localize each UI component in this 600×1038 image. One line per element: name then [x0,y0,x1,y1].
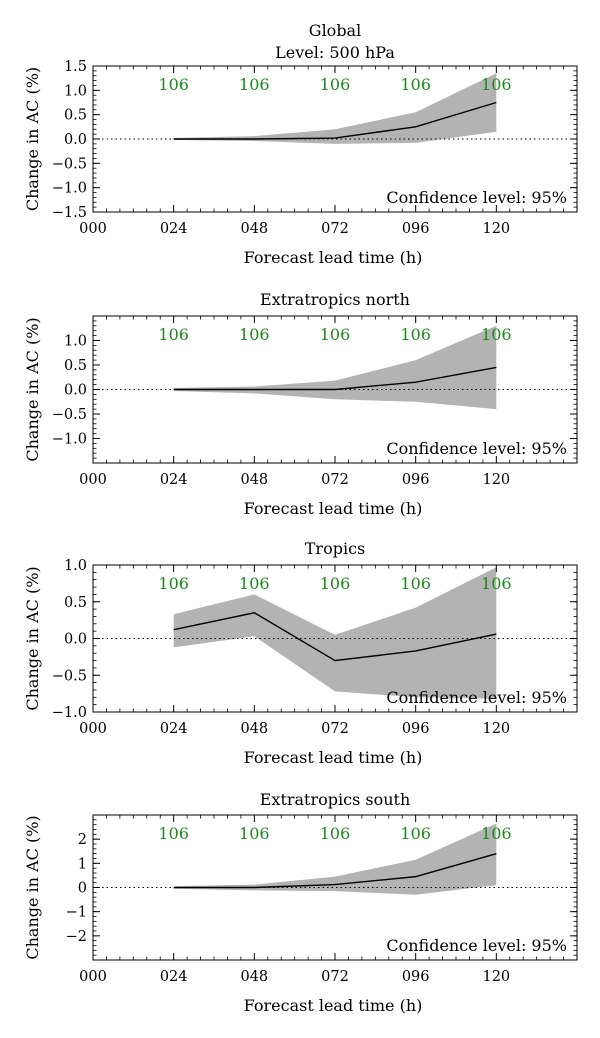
y-tick-label: −0.5 [52,407,87,423]
sample-count-label: 106 [481,75,512,94]
y-tick-label: −0.5 [52,156,87,172]
y-tick-label: 1.5 [64,59,87,75]
x-tick-label: 096 [402,969,430,985]
chart-title: Extratropics south [260,790,411,809]
x-tick-label: 072 [321,721,349,737]
y-tick-label: 2 [78,832,87,848]
x-tick-label: 072 [321,472,349,488]
y-tick-label: −1.0 [52,705,87,721]
sample-count-label: 106 [481,824,512,843]
sample-count-label: 106 [400,325,431,344]
sample-count-label: 106 [158,325,189,344]
x-tick-label: 096 [402,721,430,737]
chart-title: Extratropics north [260,290,410,309]
x-axis-label: Forecast lead time (h) [244,996,423,1015]
y-tick-label: −1.0 [52,432,87,448]
sample-count-label: 106 [481,325,512,344]
confidence-band [173,325,497,410]
chart-title: Global [309,21,361,40]
x-tick-label: 048 [240,221,268,237]
x-tick-label: 120 [482,221,510,237]
confidence-level-label: Confidence level: 95% [386,688,567,707]
sample-count-label: 106 [320,574,351,593]
sample-count-label: 106 [239,75,270,94]
sample-count-label: 106 [400,574,431,593]
x-tick-label: 120 [482,472,510,488]
sample-count-label: 106 [400,75,431,94]
sample-count-label: 106 [320,325,351,344]
y-tick-label: 0 [78,881,87,897]
y-axis-label: Change in AC (%) [23,815,42,959]
sample-count-label: 106 [239,325,270,344]
y-axis-label: Change in AC (%) [23,67,42,211]
x-tick-label: 048 [240,472,268,488]
y-tick-label: −2 [66,929,87,945]
sample-count-label: 106 [320,824,351,843]
chart-panel-1: Global Level: 500 hPa 000 024 048 072 096 120 −1… [23,21,578,267]
x-tick-label: 000 [79,721,107,737]
y-tick-label: 0.0 [64,383,87,399]
chart-title: Tropics [305,539,365,558]
sample-count-label: 106 [320,75,351,94]
y-tick-label: −0.5 [52,668,87,684]
sample-count-label: 106 [239,824,270,843]
y-tick-label: 0.5 [64,595,87,611]
x-tick-label: 120 [482,969,510,985]
y-tick-label: 1.0 [64,334,87,350]
sample-count-label: 106 [481,574,512,593]
y-tick-label: −1 [66,905,87,921]
chart-subtitle: Level: 500 hPa [275,43,395,62]
sample-count-label: 106 [158,574,189,593]
y-tick-label: 0.0 [64,132,87,148]
y-axis-label: Change in AC (%) [23,317,42,461]
y-tick-label: 1.0 [64,558,87,574]
x-axis-label: Forecast lead time (h) [244,499,423,518]
x-tick-label: 096 [402,221,430,237]
y-tick-label: 0.0 [64,632,87,648]
x-tick-label: 024 [160,969,188,985]
confidence-level-label: Confidence level: 95% [386,439,567,458]
sample-count-label: 106 [158,824,189,843]
x-tick-label: 024 [160,472,188,488]
x-tick-label: 096 [402,472,430,488]
chart-panel-3: Tropics 000 024 048 072 096 120 −1.0 −0.5 0.0 0.5 1… [23,539,578,767]
sample-count-label: 106 [400,824,431,843]
x-tick-label: 024 [160,721,188,737]
sample-count-label: 106 [158,75,189,94]
x-tick-label: 048 [240,721,268,737]
y-tick-label: 1.0 [64,83,87,99]
confidence-level-label: Confidence level: 95% [386,188,567,207]
x-tick-label: 048 [240,969,268,985]
x-tick-label: 000 [79,221,107,237]
x-tick-label: 000 [79,472,107,488]
y-tick-label: 0.5 [64,358,87,374]
y-tick-label: −1.5 [52,205,87,221]
x-tick-label: 000 [79,969,107,985]
x-axis-label: Forecast lead time (h) [244,248,423,267]
sample-count-label: 106 [239,574,270,593]
x-tick-label: 120 [482,721,510,737]
y-tick-label: 0.5 [64,108,87,124]
confidence-level-label: Confidence level: 95% [386,936,567,955]
x-tick-label: 072 [321,221,349,237]
x-axis-label: Forecast lead time (h) [244,748,423,767]
y-tick-label: −1.0 [52,181,87,197]
x-tick-label: 024 [160,221,188,237]
x-tick-label: 072 [321,969,349,985]
y-tick-label: 1 [78,856,87,872]
y-axis-label: Change in AC (%) [23,566,42,710]
confidence-band [173,567,497,699]
chart-panel-2: Extratropics north 000 024 048 072 096 120 −1.0… [23,290,578,518]
